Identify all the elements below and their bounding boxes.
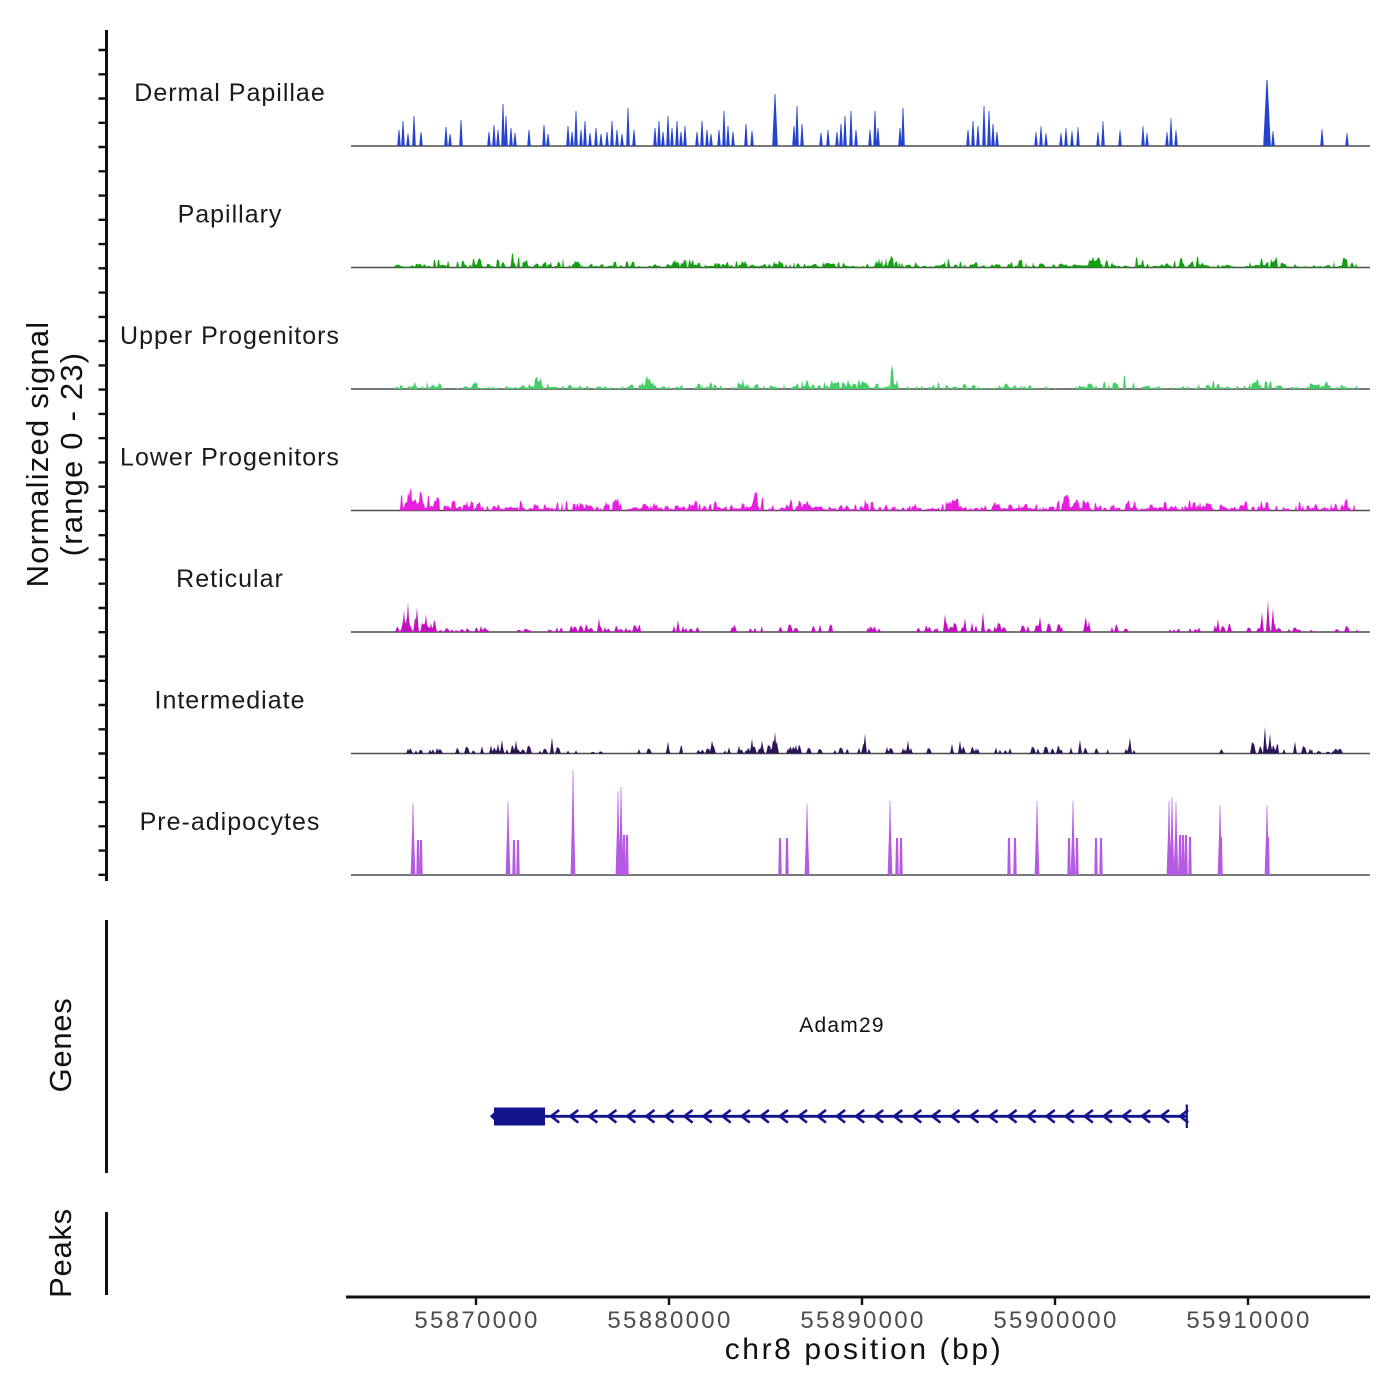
- svg-text:Intermediate: Intermediate: [155, 687, 306, 715]
- svg-text:chr8 position (bp): chr8 position (bp): [725, 1333, 1004, 1366]
- svg-text:Reticular: Reticular: [176, 565, 284, 593]
- svg-text:Peaks: Peaks: [43, 1208, 78, 1298]
- svg-text:(range 0 - 23): (range 0 - 23): [54, 352, 89, 557]
- svg-text:Upper Progenitors: Upper Progenitors: [120, 322, 340, 350]
- svg-text:Lower Progenitors: Lower Progenitors: [120, 444, 340, 472]
- svg-text:55910000: 55910000: [1186, 1307, 1311, 1334]
- svg-text:Adam29: Adam29: [799, 1014, 884, 1037]
- svg-text:Dermal Papillae: Dermal Papillae: [134, 79, 325, 107]
- svg-text:55870000: 55870000: [414, 1307, 539, 1334]
- svg-text:Genes: Genes: [43, 998, 78, 1093]
- svg-text:Normalized signal: Normalized signal: [20, 321, 55, 588]
- svg-text:55880000: 55880000: [607, 1307, 732, 1334]
- svg-text:55900000: 55900000: [993, 1307, 1118, 1334]
- svg-text:Pre-adipocytes: Pre-adipocytes: [140, 808, 321, 836]
- svg-text:Papillary: Papillary: [178, 201, 283, 229]
- svg-text:55890000: 55890000: [800, 1307, 925, 1334]
